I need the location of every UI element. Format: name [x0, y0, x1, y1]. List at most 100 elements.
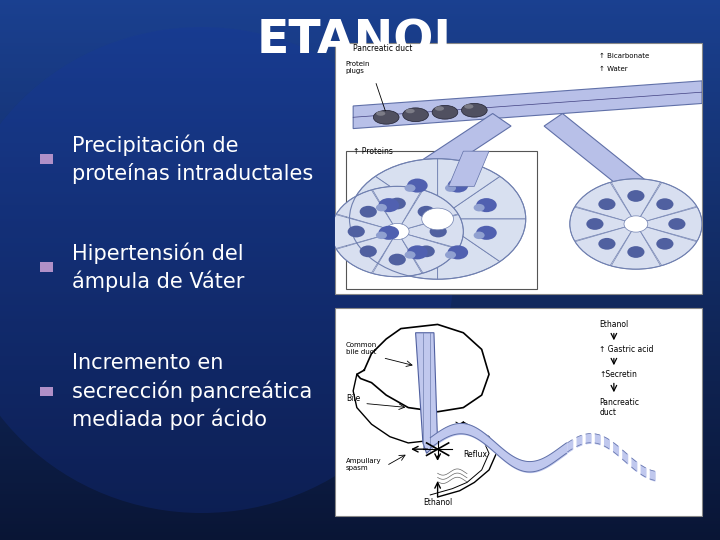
Bar: [0, 521, 720, 524]
Bar: [0, 302, 720, 305]
Ellipse shape: [462, 103, 487, 117]
Bar: [0, 127, 720, 130]
Bar: [0, 535, 720, 537]
Bar: [0, 443, 720, 445]
Bar: [0, 319, 720, 321]
Circle shape: [348, 226, 365, 238]
Bar: [0, 14, 720, 16]
Bar: [0, 0, 720, 3]
Bar: [0, 364, 720, 367]
Polygon shape: [544, 113, 647, 194]
Bar: [0, 456, 720, 459]
Bar: [0, 286, 720, 289]
Bar: [0, 502, 720, 505]
Bar: [0, 216, 720, 219]
Bar: [0, 289, 720, 292]
Bar: [0, 240, 720, 243]
Bar: [0, 208, 720, 211]
Bar: [0, 97, 720, 100]
Bar: [0, 316, 720, 319]
Bar: [0, 437, 720, 440]
Bar: [0, 235, 720, 238]
Bar: [0, 381, 720, 383]
Wedge shape: [397, 190, 458, 232]
Bar: [0, 508, 720, 510]
Bar: [0, 346, 720, 348]
Bar: [0, 470, 720, 472]
Bar: [0, 332, 720, 335]
Bar: [40, 387, 53, 396]
Wedge shape: [438, 159, 500, 219]
Bar: [0, 113, 720, 116]
Text: Ampullary
spasm: Ampullary spasm: [346, 458, 382, 471]
Wedge shape: [611, 224, 661, 269]
Bar: [0, 230, 720, 232]
Bar: [0, 505, 720, 508]
Bar: [0, 184, 720, 186]
Bar: [0, 84, 720, 86]
Bar: [0, 130, 720, 132]
Bar: [0, 351, 720, 354]
Bar: [0, 213, 720, 216]
Bar: [0, 389, 720, 392]
Polygon shape: [354, 81, 702, 129]
Bar: [0, 472, 720, 475]
Circle shape: [474, 232, 485, 239]
Bar: [0, 167, 720, 170]
Bar: [0, 24, 720, 27]
Bar: [0, 108, 720, 111]
Circle shape: [624, 216, 648, 232]
Bar: [0, 462, 720, 464]
Bar: [0, 432, 720, 435]
Bar: [0, 270, 720, 273]
Bar: [0, 300, 720, 302]
Bar: [0, 119, 720, 122]
Bar: [0, 370, 720, 373]
Bar: [0, 494, 720, 497]
Bar: [0, 181, 720, 184]
Bar: [0, 205, 720, 208]
Bar: [0, 467, 720, 470]
Circle shape: [418, 206, 435, 218]
Bar: [0, 532, 720, 535]
Bar: [0, 413, 720, 416]
Text: Incremento en
secrección pancreática
mediada por ácido: Incremento en secrección pancreática med…: [72, 353, 312, 430]
Bar: [40, 262, 53, 272]
Text: Pancreatic duct: Pancreatic duct: [354, 44, 413, 53]
Text: ↑ Gastric acid: ↑ Gastric acid: [599, 345, 654, 354]
Bar: [0, 284, 720, 286]
Circle shape: [476, 198, 497, 212]
Bar: [0, 335, 720, 338]
Bar: [0, 421, 720, 424]
Bar: [0, 111, 720, 113]
Circle shape: [627, 190, 644, 202]
Bar: [0, 238, 720, 240]
Wedge shape: [375, 219, 438, 279]
Bar: [0, 22, 720, 24]
Text: ↑ Bicarbonate: ↑ Bicarbonate: [599, 53, 649, 59]
Bar: [0, 294, 720, 297]
Bar: [0, 178, 720, 181]
Wedge shape: [349, 177, 438, 219]
Bar: [0, 251, 720, 254]
Bar: [0, 275, 720, 278]
Bar: [0, 343, 720, 346]
Bar: [0, 135, 720, 138]
Bar: [0, 454, 720, 456]
Circle shape: [657, 238, 673, 249]
Bar: [0, 310, 720, 313]
Bar: [0, 227, 720, 229]
Bar: [0, 338, 720, 340]
Bar: [0, 313, 720, 316]
Wedge shape: [331, 214, 397, 248]
Circle shape: [418, 246, 435, 257]
Bar: [335, 308, 702, 516]
Bar: [0, 94, 720, 97]
Bar: [0, 394, 720, 397]
Bar: [0, 146, 720, 148]
Bar: [0, 459, 720, 462]
Bar: [0, 281, 720, 284]
Wedge shape: [636, 207, 702, 241]
Ellipse shape: [376, 111, 385, 116]
Circle shape: [586, 218, 603, 230]
